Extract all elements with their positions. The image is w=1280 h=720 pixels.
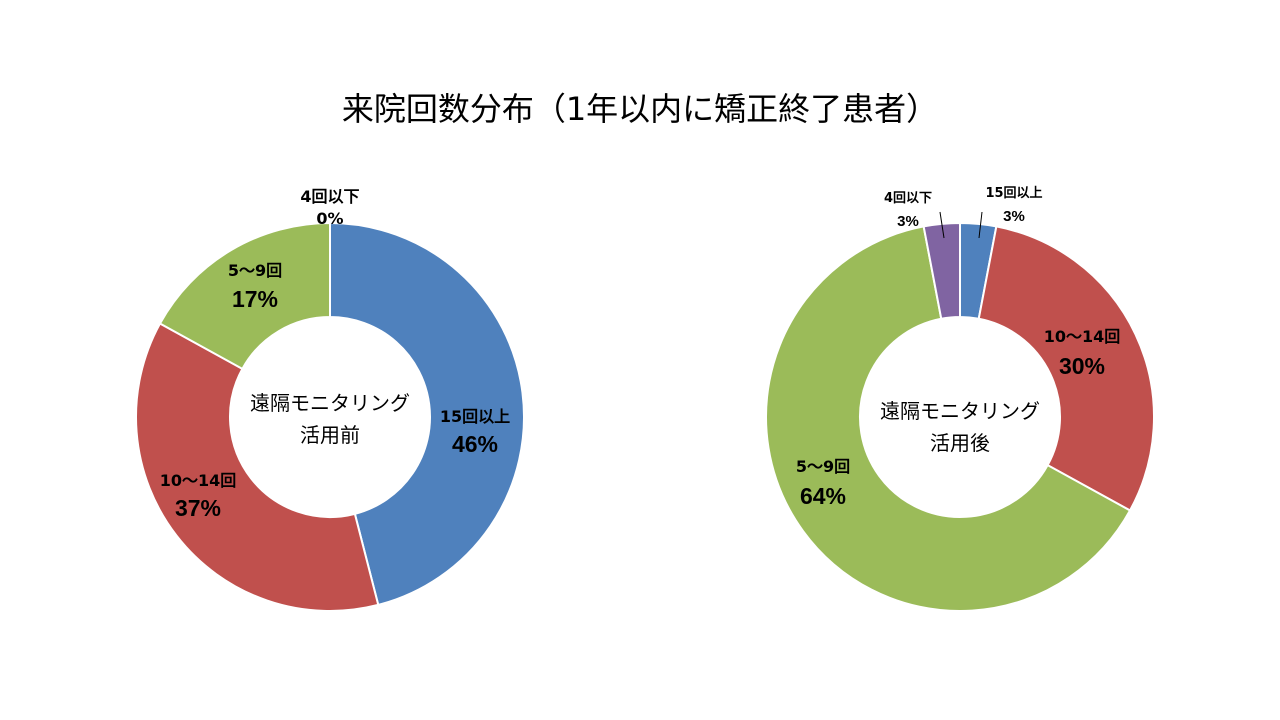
label-pct-before-10to14: 37% [175,495,221,521]
donut-after: 遠隔モニタリング 活用後 10～14回 30% 5～9回 64% 15回以上 3… [765,186,1155,612]
center-label-after-line2: 活用後 [930,431,990,455]
chart-title: 来院回数分布（1年以内に矯正終了患者） [341,90,939,128]
center-label-after-line1: 遠隔モニタリング [880,399,1040,423]
label-pct-after-10to14: 30% [1059,353,1105,379]
slice-before-5to9 [158,221,331,371]
label-name-after-4under: 4回以下 [884,191,932,206]
center-label-before-line1: 遠隔モニタリング [250,391,410,415]
label-pct-after-4under: 3% [897,213,919,230]
label-pct-after-15plus: 3% [1003,208,1025,225]
label-name-after-10to14: 10～14回 [1044,327,1121,346]
leader-line-after-15plus [978,211,983,239]
label-name-before-5to9: 5～9回 [228,261,282,280]
label-pct-before-4under: 0% [316,209,343,228]
donut-before: 遠隔モニタリング 活用前 15回以上 46% 10～14回 37% 5～9回 1… [135,187,525,612]
label-pct-after-5to9: 64% [800,483,846,509]
label-name-after-5to9: 5～9回 [796,457,850,476]
label-name-before-15plus: 15回以上 [440,407,510,426]
label-name-before-4under: 4回以下 [300,187,359,206]
label-name-after-15plus: 15回以上 [985,186,1042,201]
slice-after-4under [922,221,961,320]
label-name-before-10to14: 10～14回 [160,471,237,490]
slice-after-5to9 [765,225,1132,612]
slice-before-15plus [329,221,525,607]
leader-line-after-4under [939,211,945,239]
slice-after-10to14 [977,225,1155,512]
label-pct-before-15plus: 46% [452,431,498,457]
slice-before-10to14 [135,322,380,612]
center-label-before-line2: 活用前 [300,423,360,447]
label-pct-before-5to9: 17% [232,286,278,312]
